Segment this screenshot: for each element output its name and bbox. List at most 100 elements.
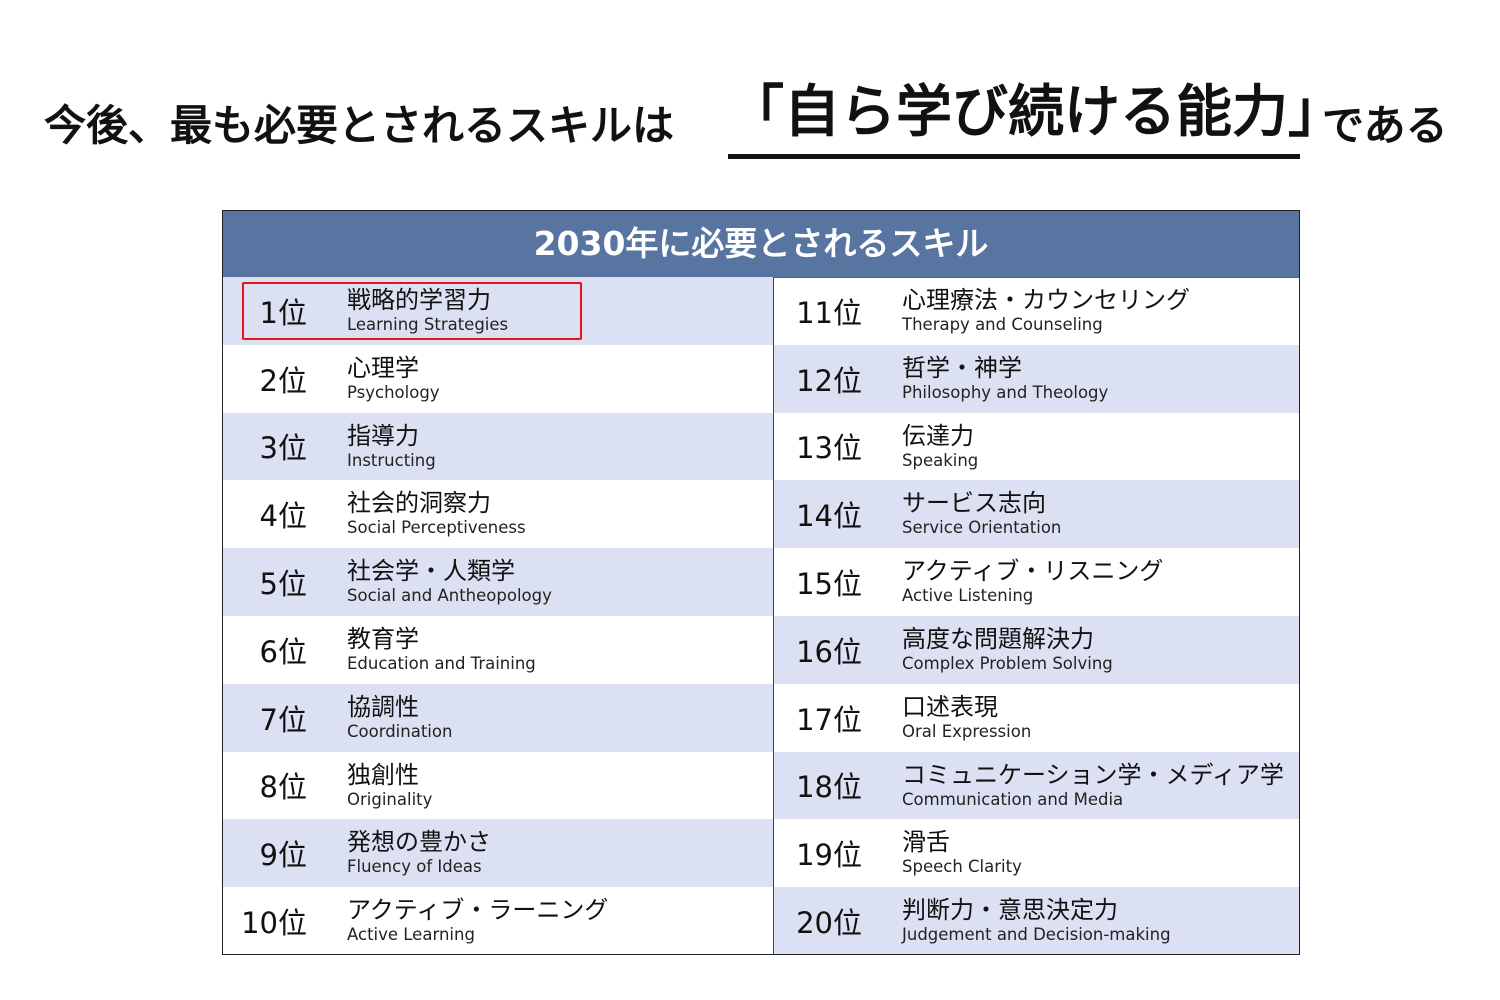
skill-name-en: Social and Antheopology (347, 586, 552, 606)
rank-label: 9位 (259, 838, 307, 873)
skill-name-en: Originality (347, 789, 433, 809)
rank-label: 13位 (796, 431, 862, 466)
skill-name-en: Fluency of Ideas (347, 857, 482, 877)
table-row: 13位 伝達力 Speaking (774, 413, 1299, 481)
table-row: 10位 アクティブ・ラーニング Active Learning (223, 887, 773, 954)
rank-label: 2位 (259, 363, 307, 398)
rank-label: 14位 (796, 499, 862, 534)
skill-name-jp: 教育学 (347, 624, 419, 653)
skill-name-en: Therapy and Counseling (902, 315, 1103, 334)
skill-name-en: Philosophy and Theology (902, 382, 1109, 402)
skill-names: 独創性 Originality (347, 760, 432, 810)
skill-name-en: Instructing (347, 450, 436, 470)
table-row: 15位 アクティブ・リスニング Active Listening (774, 548, 1299, 616)
skill-name-en: Complex Problem Solving (902, 653, 1113, 673)
table-row: 17位 口述表現 Oral Expression (774, 684, 1299, 752)
table-row: 14位 サービス志向 Service Orientation (774, 480, 1299, 549)
skill-name-jp: 心理療法・カウンセリング (902, 286, 1190, 314)
skill-name-en: Psychology (347, 382, 440, 402)
skill-names: サービス志向 Service Orientation (902, 488, 1061, 538)
skill-name-jp: 発想の豊かさ (347, 828, 491, 857)
rank-label: 8位 (259, 770, 307, 805)
skill-name-en: Social Perceptiveness (347, 518, 526, 538)
skill-name-en: Coordination (347, 721, 453, 741)
skill-names: アクティブ・リスニング Active Listening (902, 556, 1163, 606)
skill-name-jp: 伝達力 (902, 421, 974, 450)
skill-name-jp: アクティブ・リスニング (902, 557, 1164, 586)
skill-names: 教育学 Education and Training (347, 624, 536, 674)
headline-emphasis: 「自ら学び続ける能力」 (728, 78, 1344, 159)
rank-label: 12位 (796, 363, 862, 398)
table-row: 12位 哲学・神学 Philosophy and Theology (774, 344, 1299, 413)
skill-name-jp: 高度な問題解決力 (902, 624, 1094, 653)
table-row: 20位 判断力・意思決定力 Judgement and Decision-makin… (774, 887, 1299, 954)
table-row: 6位 教育学 Education and Training (223, 616, 773, 684)
skill-name-en: Judgement and Decision-making (902, 925, 1171, 945)
highlight-box (242, 282, 582, 340)
skill-names: 社会学・人類学 Social and Antheopology (347, 556, 552, 606)
skill-name-en: Speech Clarity (902, 857, 1022, 877)
skill-names: 高度な問題解決力 Complex Problem Solving (902, 624, 1113, 674)
table-row: 11位 心理療法・カウンセリング Therapy and Counseling (774, 277, 1299, 345)
table-row: 8位 独創性 Originality (223, 752, 773, 820)
table-row: 3位 指導力 Instructing (223, 412, 773, 481)
skill-name-jp: 口述表現 (902, 692, 998, 721)
skill-names: コミュニケーション学・メディア学 Communication and Media (902, 760, 1284, 810)
skill-name-jp: 協調性 (347, 692, 419, 721)
rank-label: 11位 (796, 295, 862, 330)
rank-label: 18位 (796, 770, 862, 805)
skill-names: 協調性 Coordination (347, 692, 452, 742)
rank-label: 17位 (796, 702, 862, 737)
skill-names: 判断力・意思決定力 Judgement and Decision-making (902, 895, 1171, 945)
skill-names: 滑舌 Speech Clarity (902, 827, 1022, 877)
table-row: 19位 滑舌 Speech Clarity (774, 819, 1299, 887)
skill-name-jp: 指導力 (347, 421, 419, 450)
skill-name-en: Oral Expression (902, 721, 1032, 741)
left-column: 1位 戦略的学習力 Learning Strategies 2位 心理学 Psycholo… (223, 277, 773, 954)
skill-names: 戦略的学習力 Learning Strategies (347, 285, 508, 335)
skill-names: 心理療法・カウンセリング Therapy and Counseling (902, 285, 1190, 335)
skill-names: 心理学 Psychology (347, 353, 440, 403)
skill-name-en: Communication and Media (902, 789, 1124, 809)
headline: 今後、最も必要とされるスキルは 「自ら学び続ける能力」 である (0, 78, 1500, 168)
right-column: 11位 心理療法・カウンセリング Therapy and Counseling 12位… (773, 277, 1299, 954)
skill-name-en: Active Learning (347, 925, 475, 945)
table-row: 18位 コミュニケーション学・メディア学 Communication and Med… (774, 751, 1299, 820)
skill-name-en: Service Orientation (902, 518, 1062, 538)
skill-names: 伝達力 Speaking (902, 421, 978, 471)
skill-name-jp: 滑舌 (902, 828, 950, 857)
skill-names: 発想の豊かさ Fluency of Ideas (347, 827, 491, 877)
skill-name-en: Learning Strategies (347, 315, 509, 334)
table-row: 2位 心理学 Psychology (223, 345, 773, 413)
skill-name-jp: 独創性 (347, 760, 419, 789)
skill-name-jp: 社会学・人類学 (347, 557, 515, 586)
skill-names: 指導力 Instructing (347, 421, 436, 471)
rank-label: 15位 (796, 567, 862, 602)
skill-name-jp: サービス志向 (902, 489, 1046, 518)
rank-label: 4位 (259, 499, 307, 534)
table-row: 16位 高度な問題解決力 Complex Problem Solving (774, 615, 1299, 684)
skill-name-jp: コミュニケーション学・メディア学 (902, 760, 1284, 789)
table-row: 1位 戦略的学習力 Learning Strategies (223, 277, 773, 345)
headline-prefix: 今後、最も必要とされるスキルは (44, 101, 675, 150)
rank-label: 10位 (241, 906, 307, 941)
rank-label: 20位 (796, 906, 862, 941)
skill-name-jp: 戦略的学習力 (347, 286, 491, 314)
table-row: 5位 社会学・人類学 Social and Antheopology (223, 548, 773, 616)
table-row: 7位 協調性 Coordination (223, 683, 773, 752)
headline-suffix: である (1322, 101, 1448, 150)
skill-name-jp: 判断力・意思決定力 (902, 896, 1118, 925)
skill-name-jp: 哲学・神学 (902, 353, 1022, 382)
skill-name-en: Education and Training (347, 653, 536, 673)
rank-label: 19位 (796, 838, 862, 873)
skill-names: 口述表現 Oral Expression (902, 692, 1031, 742)
table-title: 2030年に必要とされるスキル (223, 211, 1299, 278)
rank-label: 6位 (259, 634, 307, 669)
rank-label: 7位 (259, 702, 307, 737)
skill-name-en: Speaking (902, 450, 979, 470)
skill-names: 哲学・神学 Philosophy and Theology (902, 353, 1108, 403)
table-row: 4位 社会的洞察力 Social Perceptiveness (223, 480, 773, 548)
table-row: 9位 発想の豊かさ Fluency of Ideas (223, 819, 773, 888)
skill-names: アクティブ・ラーニング Active Learning (347, 895, 608, 945)
rank-label: 1位 (259, 295, 307, 330)
